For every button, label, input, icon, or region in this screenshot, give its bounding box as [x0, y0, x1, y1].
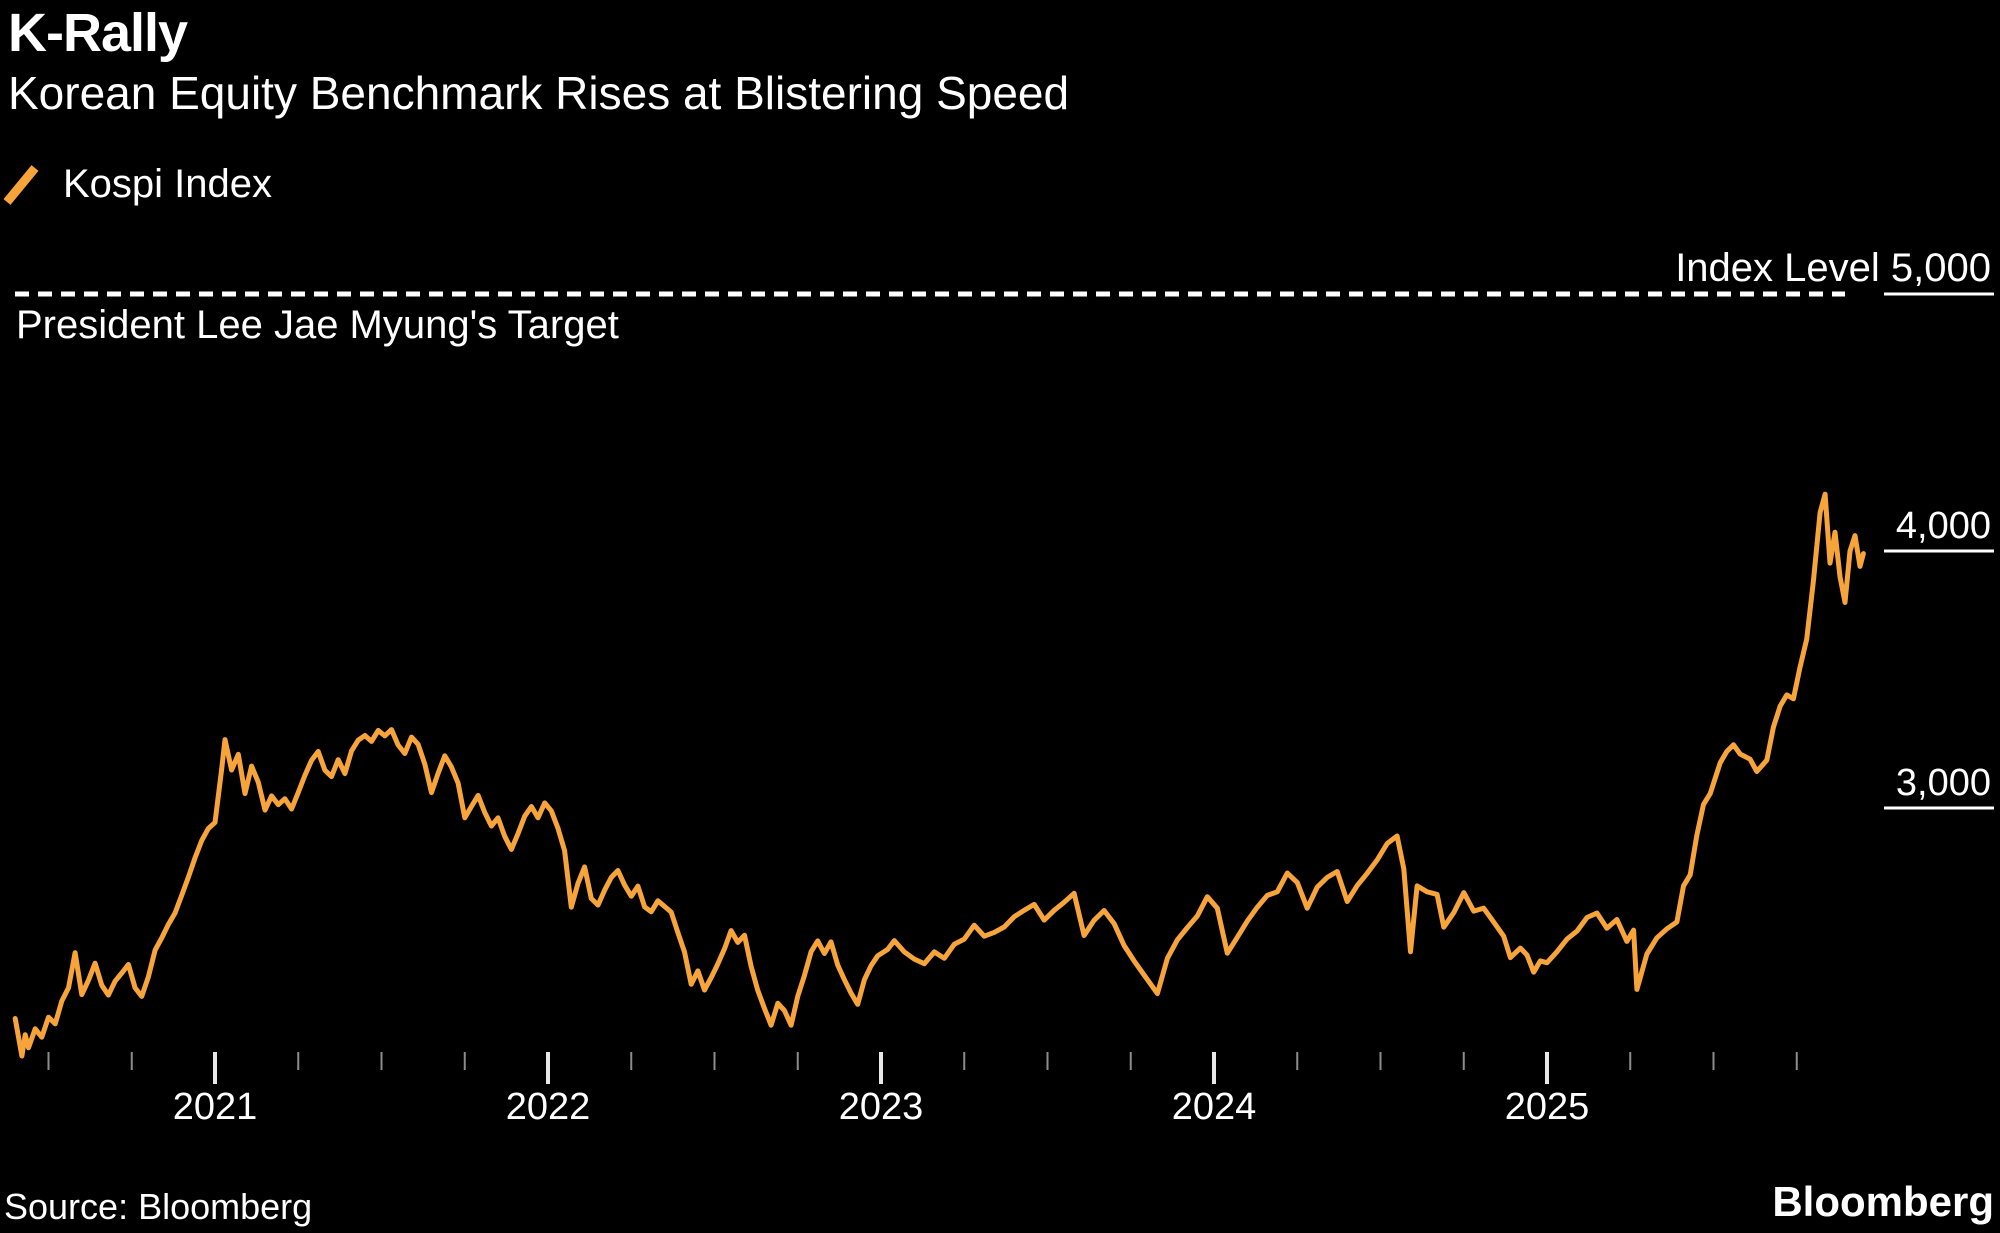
y-axis-label-3000: 3,000 [1895, 762, 1991, 804]
x-axis-year-label-2022: 2022 [505, 1086, 591, 1128]
chart-subtitle: Korean Equity Benchmark Rises at Blister… [8, 67, 1070, 119]
legend-label: Kospi Index [63, 162, 273, 206]
x-axis-year-label-2025: 2025 [1504, 1086, 1590, 1128]
kospi-series-slash-icon [3, 165, 39, 205]
chart-title: K-Rally [8, 3, 188, 63]
y-axis-tick-lines [1884, 292, 1994, 810]
x-axis-year-label-2021: 2021 [172, 1086, 258, 1128]
source-credit: Source: Bloomberg [4, 1186, 313, 1227]
x-axis-year-label-2023: 2023 [838, 1086, 924, 1128]
target-annotation: President Lee Jae Myung's Target [16, 303, 619, 347]
y-axis-label-4000: 4,000 [1895, 505, 1991, 547]
bloomberg-logo: Bloomberg [1772, 1178, 1994, 1225]
y-axis-label-5000: Index Level 5,000 [1675, 246, 1991, 290]
x-axis-ticks [47, 1052, 1798, 1084]
x-axis-year-label-2024: 2024 [1171, 1086, 1257, 1128]
kospi-series-line [12, 491, 1866, 1059]
